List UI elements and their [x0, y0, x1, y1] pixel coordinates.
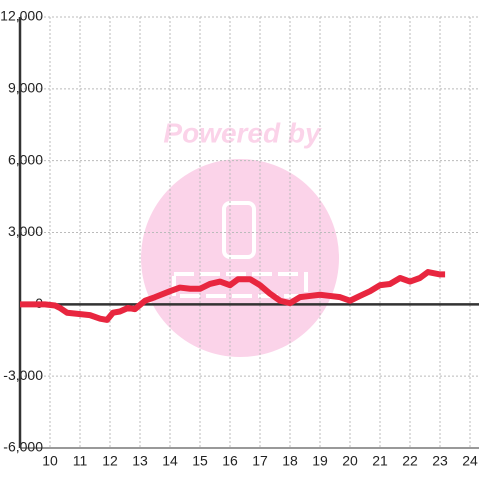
x-tick-label: 11 [73, 453, 88, 469]
x-tick-label: 14 [162, 453, 178, 469]
watermark: Powered by [141, 117, 339, 357]
series-line [20, 269, 446, 323]
watermark-text: Powered by [163, 117, 322, 148]
x-tick-label: 21 [372, 453, 388, 469]
y-tick-label: 9,000 [8, 80, 43, 96]
watermark-icon [222, 201, 256, 259]
y-tick-label: 3,000 [8, 223, 43, 239]
y-tick-label: 12,000 [0, 8, 43, 24]
y-tick-label: -6,000 [3, 439, 43, 455]
x-tick-label: 23 [432, 453, 448, 469]
x-tick-label: 16 [222, 453, 238, 469]
x-tick-label: 10 [42, 453, 58, 469]
x-tick-label: 19 [312, 453, 328, 469]
y-tick-label: -3,000 [3, 367, 43, 383]
x-tick-label: 18 [282, 453, 298, 469]
y-tick-label: 6,000 [8, 151, 43, 167]
x-tick-label: 12 [102, 453, 118, 469]
x-tick-label: 13 [132, 453, 148, 469]
x-tick-label: 20 [342, 453, 358, 469]
x-tick-label: 15 [192, 453, 208, 469]
x-tick-label: 24 [462, 453, 478, 469]
x-tick-label: 17 [252, 453, 268, 469]
watermark-logo [172, 272, 308, 298]
x-tick-label: 22 [402, 453, 418, 469]
